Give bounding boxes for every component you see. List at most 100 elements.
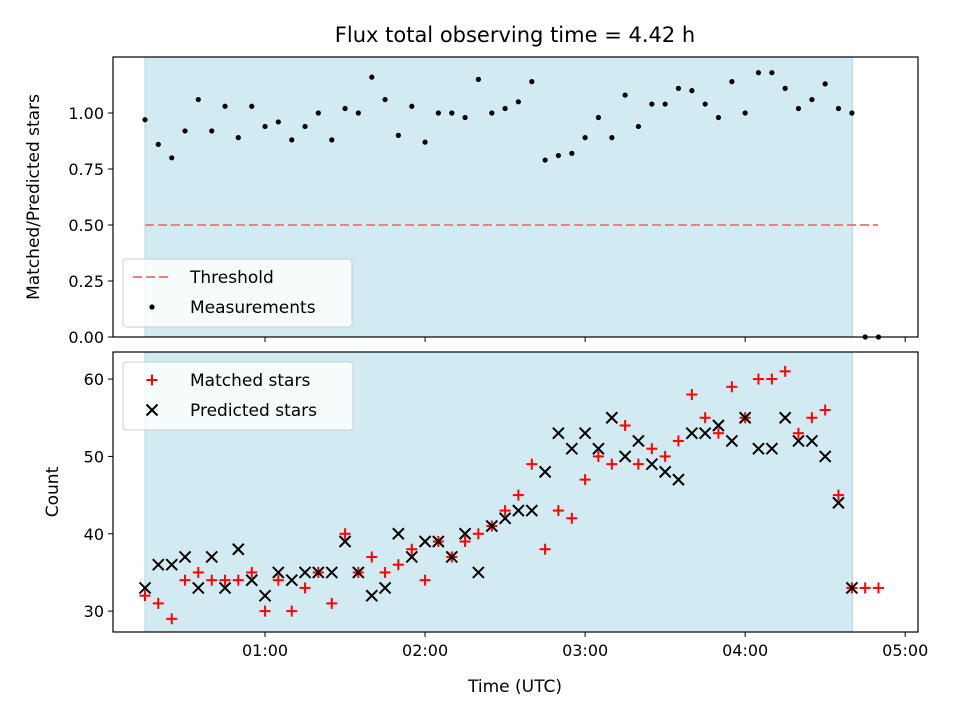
x-axis-label: Time (UTC) <box>467 677 562 697</box>
predicted-star-point <box>138 581 152 595</box>
measurement-point <box>489 110 495 116</box>
predicted-star-point <box>552 427 565 440</box>
predicted-star-point <box>418 535 432 548</box>
top-panel: 0.00 0.25 0.50 0.75 1.00 Matched/Predicted s… <box>24 56 919 347</box>
measurement-point <box>289 137 295 143</box>
matched-star-point <box>792 427 804 439</box>
measurement-point <box>302 123 308 130</box>
predicted-star-point <box>645 457 659 471</box>
matched-star-point <box>406 543 418 555</box>
predicted-star-point <box>578 427 592 440</box>
predicted-star-point <box>272 566 285 579</box>
measurement-point <box>315 110 321 116</box>
measurement-point <box>449 110 455 116</box>
measurement-point <box>369 74 375 80</box>
x-tick-label: 04:00 <box>722 641 768 660</box>
top-panel-frame <box>112 56 919 338</box>
matched-star-point <box>246 566 258 578</box>
matched-star-point <box>632 458 644 470</box>
measurement-point <box>689 88 695 94</box>
predicted-star-point <box>845 581 859 595</box>
measurement-point <box>769 70 775 76</box>
predicted-star-point <box>632 434 645 448</box>
measurement-point <box>275 119 281 125</box>
measurement-point <box>702 101 708 107</box>
measurement-point <box>849 110 855 116</box>
predicted-star-point <box>432 535 445 548</box>
predicted-star-point <box>498 512 512 525</box>
measurement-point <box>782 85 788 91</box>
matched-star-point <box>379 566 391 578</box>
predicted-star-point <box>618 450 632 463</box>
predicted-star-point <box>258 589 272 602</box>
measurement-point <box>622 92 628 98</box>
legend-label: Matched stars <box>190 371 310 391</box>
predicted-star-point <box>205 550 218 564</box>
matched-star-point <box>166 613 178 625</box>
matched-star-point <box>366 551 378 563</box>
predicted-star-point <box>192 581 205 595</box>
matched-star-point <box>272 574 284 586</box>
predicted-star-point <box>338 535 352 548</box>
x-tick-label: 01:00 <box>242 641 288 660</box>
measurement-point <box>169 155 175 161</box>
chart-title: Flux total observing time = 4.42 h <box>335 23 695 47</box>
predicted-star-point <box>525 504 539 517</box>
matched-star-point <box>419 574 431 586</box>
x-tick-label: 03:00 <box>562 641 608 660</box>
measurement-point <box>635 123 642 130</box>
y-tick-label: 40 <box>84 525 104 544</box>
matched-star-point <box>206 574 218 586</box>
predicted-star-point <box>392 527 405 540</box>
measurement-point <box>742 110 748 116</box>
predicted-star-point <box>178 550 192 564</box>
y-tick-label: 60 <box>84 370 104 389</box>
measurement-point <box>595 114 602 121</box>
predicted-star-point <box>165 558 178 571</box>
measurement-point <box>675 85 682 91</box>
measurement-point <box>609 135 615 141</box>
measurement-point <box>475 76 481 82</box>
top-y-ticks: 0.00 0.25 0.50 0.75 1.00 <box>68 104 113 347</box>
measurement-point <box>569 150 575 156</box>
measurement-point <box>529 79 535 85</box>
matched-star-point <box>552 505 564 517</box>
matched-star-point <box>392 559 404 571</box>
matched-star-point <box>659 450 671 462</box>
measurement-point <box>382 96 388 103</box>
measurement-point <box>409 103 415 109</box>
measurement-point <box>422 139 428 145</box>
predicted-star-point <box>512 504 525 517</box>
measurement-point <box>355 110 361 116</box>
bottom-y-axis-label: Count <box>43 466 63 517</box>
matched-star-point <box>699 412 711 424</box>
y-tick-label: 0.25 <box>68 272 104 291</box>
measurement-point <box>435 110 441 116</box>
legend-label: Predicted stars <box>190 401 317 421</box>
predicted-star-point <box>605 411 619 424</box>
predicted-star-point <box>765 442 779 455</box>
predicted-star-point <box>818 450 832 463</box>
top-x-ticks <box>264 337 906 342</box>
matched-star-point <box>686 389 698 401</box>
matched-star-point <box>539 543 551 555</box>
y-tick-label: 30 <box>84 602 104 621</box>
measurement-point <box>822 81 828 87</box>
matched-star-point <box>339 528 351 540</box>
matched-star-point <box>152 597 164 609</box>
y-tick-label: 1.00 <box>68 104 104 123</box>
x-tick-label: 02:00 <box>402 641 448 660</box>
matched-star-point <box>472 528 484 540</box>
predicted-star-point <box>712 419 725 432</box>
matched-star-point <box>512 489 524 501</box>
matched-star-point <box>232 574 244 586</box>
measurement-point <box>395 132 401 138</box>
legend-label: Measurements <box>190 298 316 318</box>
bottom-panel-frame <box>112 351 919 633</box>
legend-measurement-swatch <box>149 304 155 310</box>
predicted-star-point <box>725 434 739 448</box>
predicted-star-point <box>472 566 485 579</box>
matched-star-point <box>726 381 738 393</box>
predicted-star-point <box>485 519 499 533</box>
